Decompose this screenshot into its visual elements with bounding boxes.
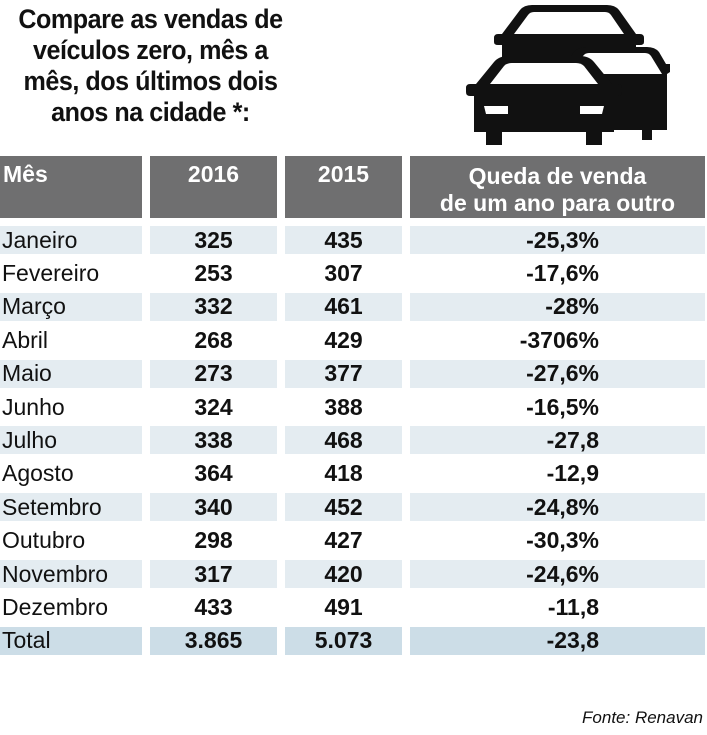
cell-2016: 273 [150,359,277,388]
table-row: Dezembro 433 491 -11,8 [0,593,707,621]
table-row: Julho 338 468 -27,8 [0,426,707,455]
cell-2015: 429 [324,326,363,353]
cell-queda: -23,8 [410,626,705,655]
header-queda-line1: Queda de venda [468,162,647,189]
header-mes: Mês [0,156,142,218]
cell-2015: 461 [285,292,402,321]
cell-2016: 324 [194,393,233,420]
cell-2015: 307 [324,259,363,286]
source-note: Fonte: Renavan [582,708,703,727]
table-total-row: Total 3.865 5.073 -23,8 [0,626,707,655]
cell-2016: 3.865 [150,626,277,655]
cell-2015: 420 [285,560,402,588]
cell-2015: 435 [285,226,402,254]
cell-queda: -24,8% [410,493,705,522]
cell-mes: Dezembro [2,593,109,620]
cell-queda: -24,6% [410,560,705,588]
chart-title: Compare as vendas de veículos zero, mês … [18,4,283,127]
cell-2016: 268 [194,326,233,353]
cell-mes: Junho [2,393,65,420]
table-row: Abril 268 429 -3706% [0,326,707,354]
cell-2016: 364 [194,460,233,487]
cell-queda: -3706% [519,326,599,353]
table-row: Janeiro 325 435 -25,3% [0,226,707,254]
cell-2015: 418 [324,460,363,487]
cell-queda: -11,8 [547,593,599,620]
cell-2015: 377 [285,359,402,388]
table-header: Mês 2016 2015 Queda de venda de um ano p… [0,156,707,218]
table-row: Agosto 364 418 -12,9 [0,460,707,488]
cell-mes: Julho [0,426,142,455]
cell-mes: Novembro [0,560,142,588]
cell-mes: Março [0,292,142,321]
table-row: Novembro 317 420 -24,6% [0,560,707,588]
header-2016: 2016 [150,156,277,218]
cell-2015: 468 [285,426,402,455]
header-queda: Queda de venda de um ano para outro [410,156,705,218]
cell-queda: -16,5% [526,393,599,420]
cell-mes: Abril [2,326,49,353]
cell-queda: -28% [410,292,705,321]
table-row: Outubro 298 427 -30,3% [0,527,707,555]
cell-mes: Maio [0,359,142,388]
cell-mes: Agosto [2,460,74,487]
cell-mes: Fevereiro [2,259,100,286]
cell-queda: -17,6% [526,259,599,286]
cell-2016: 433 [194,593,233,620]
cell-2016: 338 [150,426,277,455]
table-row: Junho 324 388 -16,5% [0,393,707,421]
cell-queda: -12,9 [546,460,599,487]
cell-2016: 340 [150,493,277,522]
header-queda-line2: de um ano para outro [439,189,676,216]
cell-queda: -30,3% [526,527,599,554]
cars-icon [466,5,670,145]
cell-2016: 332 [150,292,277,321]
cell-2015: 491 [324,593,363,620]
cell-2016: 325 [150,226,277,254]
header-2015: 2015 [285,156,402,218]
cell-2015: 388 [324,393,363,420]
cell-2016: 317 [150,560,277,588]
table-row: Setembro 340 452 -24,8% [0,493,707,522]
cell-queda: -27,8 [410,426,705,455]
cell-2016: 298 [194,527,233,554]
table-row: Fevereiro 253 307 -17,6% [0,259,707,287]
cell-2015: 452 [285,493,402,522]
cell-mes: Total [0,626,142,655]
cell-mes: Janeiro [0,226,142,254]
cell-mes: Outubro [2,527,86,554]
cell-2015: 5.073 [285,626,402,655]
table-row: Maio 273 377 -27,6% [0,359,707,388]
cell-2016: 253 [194,259,233,286]
cell-queda: -25,3% [410,226,705,254]
cell-2015: 427 [324,527,363,554]
cell-queda: -27,6% [410,359,705,388]
cell-mes: Setembro [0,493,142,522]
table-row: Março 332 461 -28% [0,292,707,321]
